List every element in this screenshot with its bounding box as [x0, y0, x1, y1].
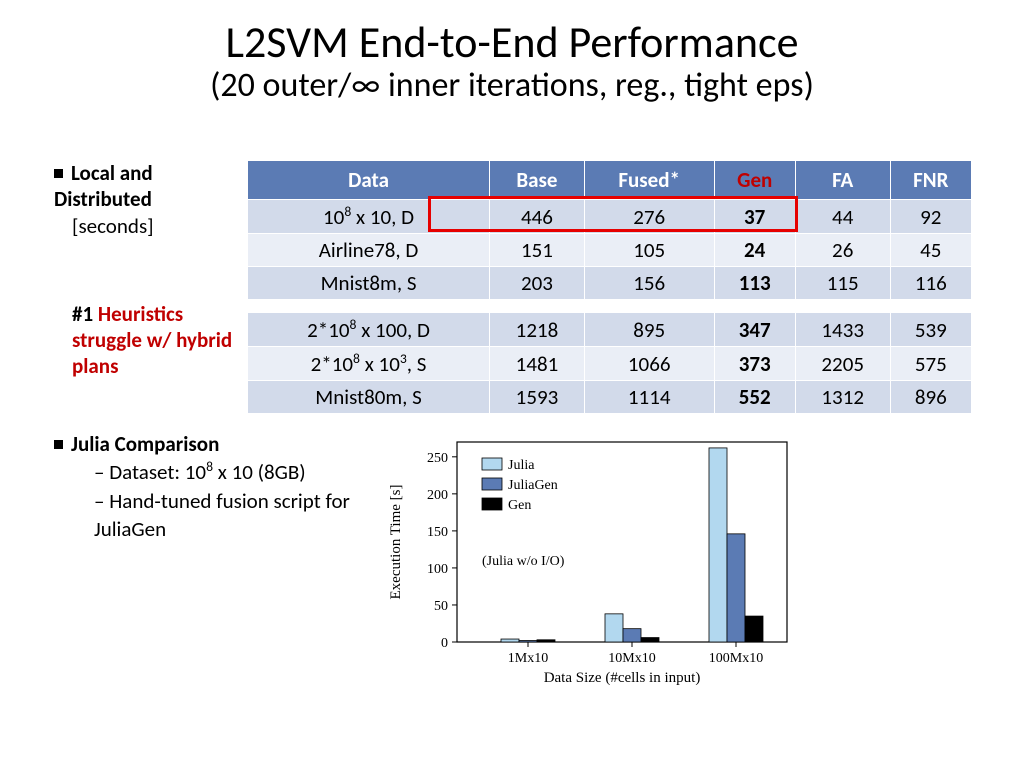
julia-heading: Julia Comparison: [71, 431, 219, 457]
row-julia: Julia Comparison – Dataset: 108 x 10 (8G…: [72, 430, 972, 700]
svg-text:Julia: Julia: [508, 458, 535, 473]
svg-text:100: 100: [427, 562, 448, 577]
col-fused: Fused*: [584, 161, 714, 200]
table-row: 2*108 x 103, S148110663732205575: [248, 347, 972, 381]
svg-text:Data Size (#cells in input): Data Size (#cells in input): [544, 670, 701, 686]
bar: [605, 614, 623, 642]
julia-line1: – Dataset: 108 x 10 (8GB): [94, 458, 382, 486]
table-row: 2*108 x 100, D12188953471433539: [248, 313, 972, 347]
julia-chart: 0 50 100 150 200 250 Execution Time [s] 1Mx10 10…: [382, 430, 972, 700]
left-notes: Local and Distributed [seconds] #1 Heuri…: [72, 160, 247, 380]
julia-line2: – Hand-tuned fusion script for JuliaGen: [94, 487, 382, 544]
table-row: Mnist8m, S203156113115116: [248, 267, 972, 300]
svg-text:250: 250: [427, 451, 448, 466]
col-fa: FA: [795, 161, 890, 200]
bar: [727, 534, 745, 642]
svg-text:150: 150: [427, 525, 448, 540]
bar: [709, 448, 727, 642]
note-heuristics: #1 Heuristics struggle w/ hybrid plans: [72, 301, 247, 380]
svg-text:10Mx10: 10Mx10: [608, 651, 655, 666]
body: Local and Distributed [seconds] #1 Heuri…: [72, 160, 972, 414]
title-block: L2SVM End-to-End Performance (20 outer/∞…: [0, 0, 1024, 107]
slide: L2SVM End-to-End Performance (20 outer/∞…: [0, 0, 1024, 768]
svg-text:Gen: Gen: [508, 498, 531, 513]
bullet-local-distributed: Local and Distributed [seconds]: [54, 160, 247, 239]
note-prefix: #1: [72, 301, 98, 327]
bar: [519, 641, 537, 642]
julia-text: Julia Comparison – Dataset: 108 x 10 (8G…: [72, 430, 382, 543]
svg-text:Execution Time [s]: Execution Time [s]: [388, 485, 404, 600]
table-row: Mnist80m, S159311145521312896: [248, 381, 972, 414]
bullet-julia: Julia Comparison: [54, 430, 382, 458]
table-wrap: DataBaseFused*GenFAFNR 108 x 10, D446276…: [247, 160, 972, 414]
bar: [537, 640, 555, 642]
slide-title: L2SVM End-to-End Performance: [0, 18, 1024, 66]
row-table: Local and Distributed [seconds] #1 Heuri…: [72, 160, 972, 414]
bullet1-bold: Local and Distributed: [54, 160, 153, 212]
bullet-icon: [54, 440, 63, 449]
col-gen: Gen: [714, 161, 795, 200]
bullet1-rest: [seconds]: [72, 213, 154, 239]
svg-text:1Mx10: 1Mx10: [508, 651, 548, 666]
perf-table: DataBaseFused*GenFAFNR 108 x 10, D446276…: [247, 160, 972, 414]
slide-subtitle: (20 outer/∞ inner iterations, reg., tigh…: [0, 66, 1024, 107]
svg-text:100Mx10: 100Mx10: [709, 651, 763, 666]
table-row: Airline78, D151105242645: [248, 234, 972, 267]
col-fnr: FNR: [890, 161, 971, 200]
bullet-icon: [54, 169, 63, 178]
svg-text:0: 0: [441, 636, 448, 651]
bar: [623, 629, 641, 642]
svg-text:(Julia w/o I/O): (Julia w/o I/O): [482, 554, 565, 569]
svg-text:200: 200: [427, 488, 448, 503]
bar: [501, 639, 519, 642]
svg-text:JuliaGen: JuliaGen: [508, 478, 558, 493]
bar: [745, 616, 763, 642]
col-base: Base: [490, 161, 585, 200]
bar: [641, 638, 659, 642]
table-row: 108 x 10, D446276374492: [248, 200, 972, 234]
col-data: Data: [248, 161, 490, 200]
svg-text:50: 50: [434, 599, 448, 614]
